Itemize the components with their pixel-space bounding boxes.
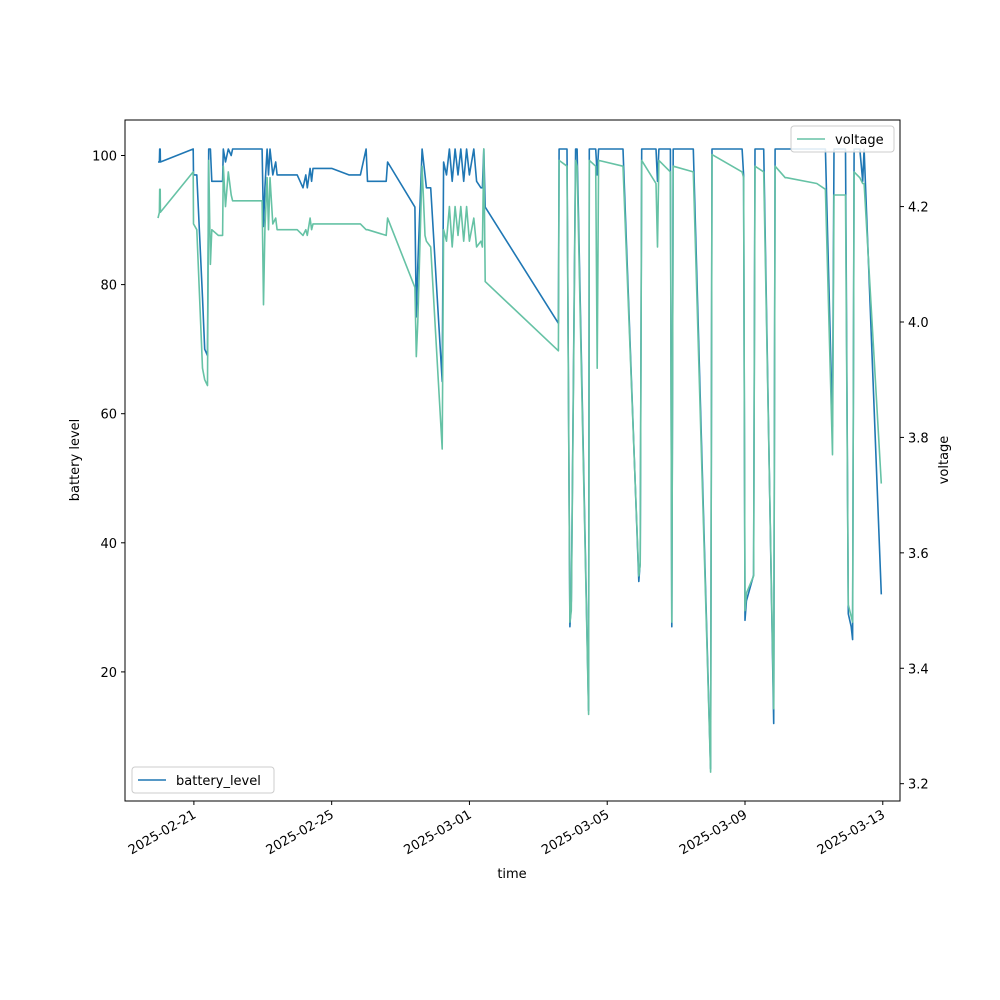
y-tick-label-left: 60 — [100, 408, 117, 423]
legend-label: battery_level — [176, 774, 261, 789]
y-tick-label-left: 20 — [100, 666, 117, 681]
y-tick-label-right: 4.2 — [908, 201, 929, 216]
y-tick-label-right: 3.4 — [908, 662, 929, 677]
series-layer — [157, 148, 883, 773]
y-tick-label-right: 3.6 — [908, 547, 929, 562]
y-tick-label-left: 80 — [100, 279, 117, 294]
y-tick-label-right: 3.8 — [908, 431, 929, 446]
y-tick-label-left: 40 — [100, 537, 117, 552]
legend-voltage: voltage — [790, 125, 895, 153]
legend-battery-level: battery_level — [131, 766, 275, 794]
plot-frame — [124, 119, 901, 802]
y-axis-label-left: battery level — [68, 419, 83, 502]
legend-layer: battery_level voltage — [131, 125, 895, 794]
x-axis-label: time — [497, 867, 526, 882]
legend-box — [131, 766, 275, 794]
y-tick-label-right: 3.2 — [908, 778, 929, 793]
y-tick-label-left: 100 — [92, 150, 117, 165]
y-axis-label-right: voltage — [937, 436, 952, 485]
legend-box — [790, 125, 895, 153]
series-line-voltage — [157, 148, 883, 773]
y-tick-label-right: 4.0 — [908, 316, 929, 331]
legend-label: voltage — [835, 133, 884, 148]
